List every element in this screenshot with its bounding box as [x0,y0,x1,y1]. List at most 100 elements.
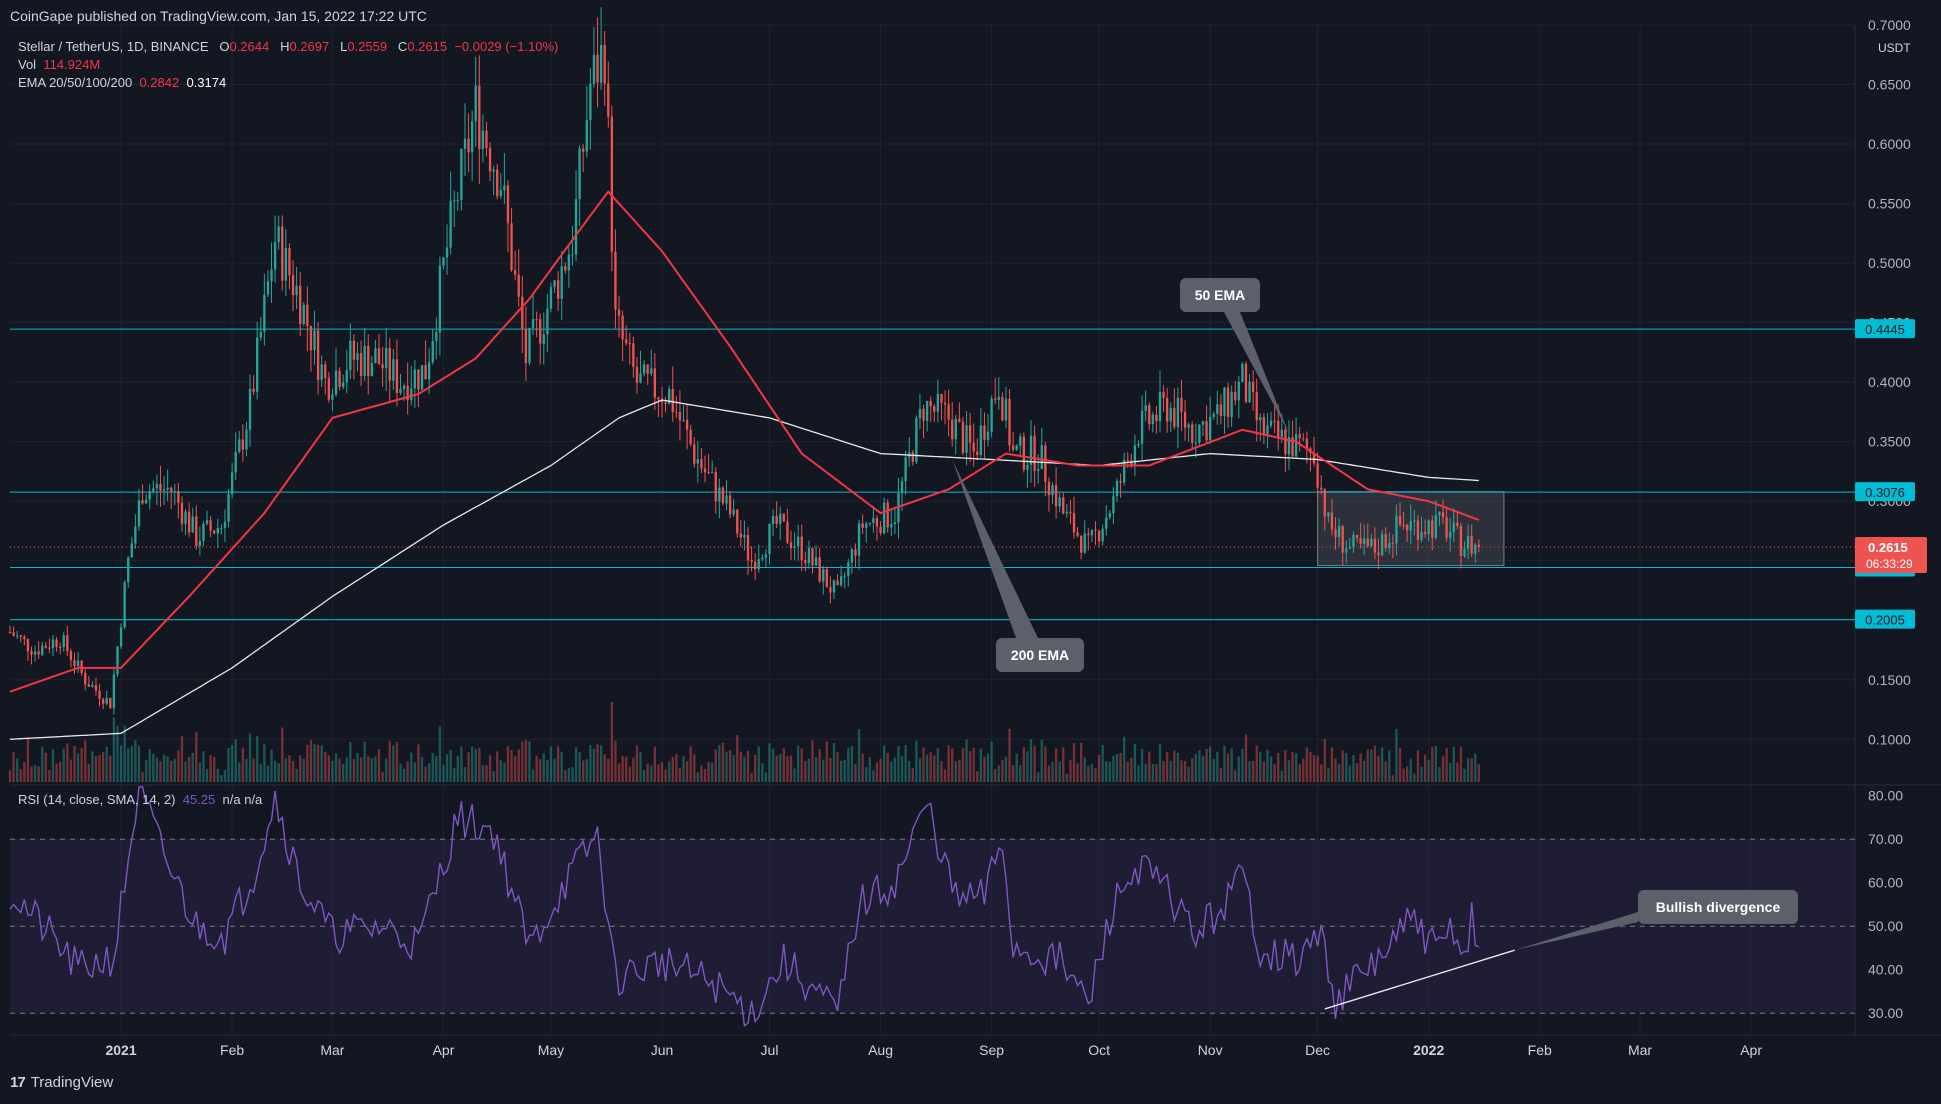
candle-body [1423,532,1427,535]
candle-body [352,340,356,360]
volume-bar [614,740,617,782]
candle-body [1198,424,1201,443]
volume-bar [1008,728,1011,782]
candle-body [947,404,950,420]
volume-bar [1054,748,1058,782]
candle-body [449,200,452,248]
candle-body [599,44,603,83]
volume-bar [517,749,520,782]
candle-body [359,353,363,377]
candle-body [700,459,703,469]
close-label: C [397,39,408,54]
volume-bar [170,760,173,782]
candle-body [1140,410,1144,444]
volume-bar [1294,753,1298,782]
volume-bar [1474,753,1477,782]
candle-body [91,685,94,687]
candle-body [832,580,836,593]
volume-bar [406,761,409,782]
candle-body [811,547,814,566]
candle-body [1320,487,1323,490]
volume-bar [700,765,703,782]
open-value: 0.2644 [229,39,270,54]
candle-body [535,319,538,321]
rsi-tick-label: 50.00 [1868,918,1903,934]
candle-body [223,521,227,528]
candle-body [725,495,728,504]
volume-bar [1119,753,1122,782]
candle-body [560,266,563,299]
volume-bar [893,757,897,782]
volume-bar [91,751,94,782]
candle-body [385,347,388,369]
volume-bar [1080,742,1083,782]
volume-bar [1144,763,1147,782]
volume-bar [266,765,270,782]
volume-label[interactable]: Vol [18,57,37,72]
volume-bar [607,758,610,782]
volume-bar [954,761,957,782]
time-axis-label: Dec [1305,1042,1330,1058]
candle-body [470,121,474,153]
candle-body [248,388,252,430]
volume-bar [1051,761,1054,782]
volume-bar [818,749,821,782]
candle-body [309,325,313,351]
candle-body [757,559,760,570]
candle-body [73,660,76,666]
candle-body [23,636,26,640]
volume-bar [1269,756,1273,782]
symbol-title[interactable]: Stellar / TetherUS, 1D, BINANCE [18,39,209,54]
volume-bar [1237,756,1240,782]
candle-body [1438,512,1441,516]
volume-bar [334,753,338,782]
volume-bar [915,740,918,782]
candle-body [675,411,678,413]
candle-body [173,491,176,493]
candle-body [503,185,506,191]
volume-bar [1180,760,1183,782]
candle-body [1406,524,1409,531]
volume-bar [617,763,621,782]
candle-body [843,575,846,577]
candle-body [1158,392,1162,422]
candle-body [861,523,864,528]
volume-bar [166,756,169,782]
ema-label[interactable]: EMA 20/50/100/200 [18,75,133,90]
candle-body [420,365,424,390]
volume-bar [1001,759,1004,782]
chart-legend: Stellar / TetherUS, 1D, BINANCE O0.2644 … [18,38,558,92]
volume-bar [578,752,581,782]
volume-bar [1230,748,1233,782]
time-axis-label: 2021 [105,1042,136,1058]
candle-body [116,646,119,675]
candle-body [915,418,918,462]
volume-bar [979,748,983,782]
candle-body [427,362,431,380]
candle-body [1187,424,1190,428]
volume-bar [1406,766,1409,782]
candle-body [771,515,775,524]
candle-body [1359,537,1362,544]
tradingview-logo-icon[interactable]: 17 [10,1074,26,1091]
candle-body [374,348,377,363]
volume-bar [1466,758,1470,782]
candle-body [460,148,463,201]
candle-body [76,660,80,666]
candle-body [890,524,893,528]
volume-bar [922,747,925,782]
volume-bar [1355,763,1359,782]
footer-brand[interactable]: TradingView [30,1074,114,1091]
volume-bar [822,759,825,782]
candle-body [918,408,922,419]
candle-body [98,690,101,699]
candle-body [739,533,742,538]
volume-bar [775,755,778,782]
volume-bar [872,770,875,782]
rsi-label[interactable]: RSI (14, close, SMA, 14, 2) [18,792,176,807]
volume-bar [779,754,782,782]
candle-body [1226,387,1230,418]
candle-body [829,587,832,593]
volume-bar [908,760,911,782]
